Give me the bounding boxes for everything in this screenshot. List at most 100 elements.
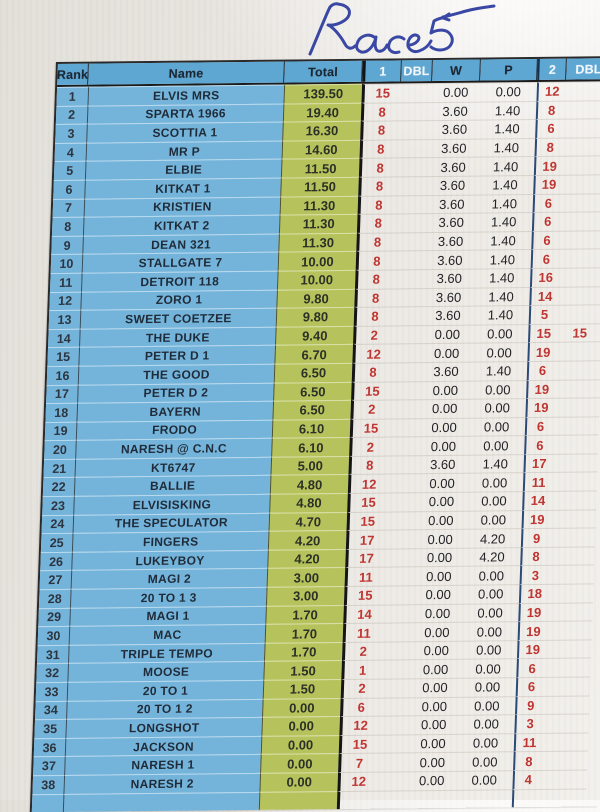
rank-cell: 37 [33,756,65,776]
col2-cell: 19 [527,342,558,361]
place-cell: 0.00 [479,81,538,102]
col2-cell: 19 [525,397,556,417]
rank-cell: 2 [55,105,88,125]
rank-cell: 10 [50,254,83,274]
col1-cell: 11 [344,567,385,587]
win-cell: 0.00 [422,342,472,363]
col2-cell: 8 [520,546,550,566]
col1-cell: 8 [358,157,399,177]
total-cell [258,790,338,811]
win-cell: 0.00 [419,417,469,437]
col2-cell: 6 [524,435,554,454]
dbl1-cell [392,324,424,344]
col2-cell: 19 [518,602,548,622]
col1-cell: 2 [340,678,381,698]
dbl1-cell [379,678,412,698]
win-cell: 0.00 [412,622,462,642]
dbl2-cell [545,657,591,677]
col1-cell: 11 [342,622,383,642]
rank-cell: 6 [53,179,85,199]
dbl1-cell [380,659,412,679]
dbl1-cell [378,715,411,735]
place-cell: 0.00 [458,677,517,697]
header-col2-cell: 2 [537,58,567,80]
col2-cell: 5 [528,304,559,324]
col1-cell: 17 [345,548,385,568]
dbl2-cell [565,81,600,101]
place-cell: 1.40 [476,174,534,195]
total-cell: 16.30 [282,120,361,141]
rank-cell: 4 [54,142,87,162]
name-cell: ELBIE [84,159,282,180]
col1-cell: 17 [345,529,386,549]
total-cell: 1.50 [262,679,342,699]
place-cell: 0.00 [467,416,526,436]
col2-cell: 3 [514,714,545,734]
col1-cell: 15 [347,492,387,512]
rank-cell: 36 [33,737,66,757]
col2-cell: 9 [515,695,545,715]
name-cell: SCOTTIA 1 [86,121,283,143]
place-cell: 1.40 [478,100,537,120]
win-cell: 0.00 [420,398,470,418]
name-cell: FRODO [75,419,273,441]
col1-cell: 8 [351,362,392,382]
name-cell: ZORO 1 [80,289,277,310]
total-cell: 19.40 [282,102,362,122]
total-cell: 14.60 [281,139,361,160]
dbl1-cell [389,399,422,419]
digit-5-tick-stroke [441,12,451,22]
header-total-cell: Total [284,60,363,83]
name-cell: MOOSE [67,661,264,682]
name-cell: THE DUKE [79,326,276,348]
results-table: Rank Name Total 1 DBL W P 2 DBL 1 ELVIS MRS 139.50… [29,56,600,812]
place-cell: 1.40 [466,453,525,474]
dbl2-cell [562,155,600,175]
place-cell: 0.00 [456,751,514,771]
dbl2-cell [544,676,591,696]
total-cell: 1.50 [263,660,342,680]
dbl2-cell [556,341,600,361]
rank-cell: 23 [42,495,74,515]
dbl2-cell [561,192,600,212]
total-cell: 4.80 [269,474,349,494]
col2-cell: 17 [523,453,554,473]
dbl1-cell [399,101,432,121]
win-cell: 0.00 [410,696,459,716]
win-cell: 0.00 [415,547,464,567]
total-cell: 4.20 [267,530,347,550]
name-cell: THE GOOD [77,363,275,385]
col1-cell: 6 [340,697,380,717]
rank-cell: 13 [48,309,81,329]
header-col1-cell: 1 [362,60,402,82]
name-cell: KITKAT 2 [82,214,280,236]
col2-cell: 6 [535,118,565,138]
col2-cell: 8 [534,137,565,157]
digit-5-body-stroke [429,15,454,52]
rank-cell: 15 [47,347,80,367]
dbl2-cell [560,211,600,231]
total-cell: 9.80 [275,307,355,327]
win-cell: 3.60 [426,231,475,251]
win-cell: 0.00 [409,715,459,735]
place-cell: 1.40 [476,156,535,176]
name-cell: ELVIS MRS [87,84,285,106]
col1-cell: 15 [351,381,391,401]
place-cell: 1.40 [472,267,531,288]
place-cell: 0.00 [471,323,529,343]
dbl1-cell [390,362,423,382]
name-cell [62,791,260,812]
rank-cell: 17 [46,384,78,404]
col1-cell: 12 [347,474,388,494]
col1-cell: 14 [343,604,383,624]
place-cell: 4.20 [463,547,521,567]
win-cell: 0.00 [410,677,460,697]
col2-cell: 6 [516,658,546,678]
rank-cell: 32 [36,663,68,683]
col1-cell: 15 [361,83,402,103]
header-dbl2-cell: DBL [566,58,600,80]
col2-cell: 11 [513,732,544,752]
win-cell: 0.00 [415,528,465,549]
col1-cell: 8 [354,269,395,289]
rank-cell: 9 [51,235,83,255]
